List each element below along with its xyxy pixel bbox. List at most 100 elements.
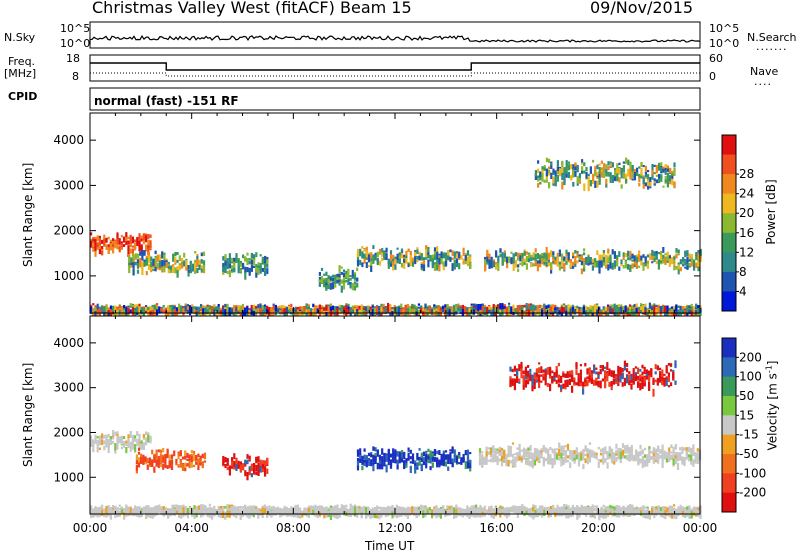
scatter-cell <box>451 257 454 261</box>
scatter-cell <box>649 253 652 258</box>
scatter-cell <box>670 454 673 459</box>
scatter-cell <box>155 449 158 456</box>
scatter-cell <box>356 305 359 312</box>
scatter-cell <box>543 167 546 171</box>
scatter-cell <box>667 385 670 388</box>
scatter-cell <box>158 508 161 513</box>
scatter-cell <box>506 256 509 265</box>
scatter-cell <box>314 307 317 314</box>
scatter-cell <box>616 168 619 175</box>
scatter-cell <box>365 455 368 461</box>
scatter-cell <box>180 257 184 263</box>
scatter-cell <box>427 259 430 268</box>
scatter-cell <box>131 248 134 253</box>
scatter-cell <box>222 456 225 462</box>
scatter-cell <box>627 250 630 257</box>
scatter-cell <box>125 306 128 312</box>
scatter-cell <box>523 261 526 265</box>
scatter-cell <box>127 438 130 446</box>
scatter-cell <box>620 304 623 307</box>
scatter-cell <box>554 181 557 187</box>
scatter-cell <box>603 163 606 171</box>
scatter-cell <box>403 460 406 464</box>
scatter-cell <box>173 305 176 309</box>
scatter-cell <box>558 261 561 265</box>
scatter-cell <box>128 260 131 268</box>
scatter-cell <box>532 306 535 311</box>
scatter-cell <box>404 305 407 313</box>
scatter-cell <box>568 370 571 375</box>
scatter-cell <box>185 260 188 268</box>
scatter-cell <box>149 307 152 316</box>
scatter-cell <box>131 236 134 244</box>
scatter-cell <box>686 265 689 270</box>
scatter-cell <box>683 457 686 461</box>
scatter-cell <box>370 252 373 259</box>
scatter-cell <box>431 457 434 462</box>
scatter-cell <box>374 255 377 261</box>
scatter-cell <box>582 306 585 315</box>
scatter-cell <box>305 309 308 314</box>
scatter-cell <box>420 455 423 463</box>
scatter-cell <box>665 451 669 455</box>
scatter-cell <box>334 511 337 519</box>
scatter-cell <box>551 458 554 463</box>
scatter-cell <box>174 267 177 274</box>
scatter-cell <box>644 306 647 311</box>
scatter-cell <box>641 381 644 389</box>
scatter-cell <box>90 240 93 248</box>
scatter-cell <box>651 173 654 180</box>
scatter-cell <box>242 254 245 259</box>
scatter-cell <box>617 369 620 375</box>
scatter-cell <box>158 259 162 268</box>
scatter-cell <box>369 306 372 310</box>
scatter-cell <box>159 449 163 454</box>
scatter-cell <box>105 438 108 445</box>
scatter-cell <box>447 249 450 256</box>
scatter-cell <box>669 181 672 185</box>
scatter-cell <box>557 362 560 367</box>
scatter-cell <box>648 458 651 463</box>
scatter-cell <box>116 442 119 450</box>
scatter-cell <box>196 268 199 273</box>
scatter-cell <box>478 448 482 455</box>
scatter-cell <box>200 252 203 257</box>
scatter-cell <box>540 366 543 374</box>
scatter-cell <box>576 260 579 264</box>
scatter-cell <box>387 258 390 265</box>
scatter-cell <box>620 168 623 173</box>
freq-frame <box>89 54 701 82</box>
scatter-cell <box>527 377 530 385</box>
scatter-cell <box>427 448 430 452</box>
scatter-cell <box>597 381 600 388</box>
scatter-cell <box>98 440 101 446</box>
scatter-cell <box>233 261 236 268</box>
scatter-cell <box>147 234 150 239</box>
scatter-cell <box>409 467 412 473</box>
scatter-cell <box>356 249 360 258</box>
scatter-cell <box>571 385 574 393</box>
scatter-cell <box>532 252 535 258</box>
scatter-cell <box>332 506 335 513</box>
scatter-cell <box>383 251 386 257</box>
scatter-cell <box>618 177 621 183</box>
scatter-cell <box>151 304 154 308</box>
scatter-cell <box>142 233 145 240</box>
scatter-cell <box>598 260 601 268</box>
scatter-cell <box>488 305 491 310</box>
scatter-cell <box>628 380 631 386</box>
scatter-cell <box>571 307 574 310</box>
scatter-cell <box>90 232 93 236</box>
scatter-cell <box>206 309 209 313</box>
scatter-cell <box>495 264 498 270</box>
scatter-cell <box>699 248 702 256</box>
scatter-cell <box>635 307 638 314</box>
scatter-cell <box>564 457 567 463</box>
scatter-cell <box>353 285 357 291</box>
scatter-cell <box>400 308 403 315</box>
scatter-cell <box>433 264 437 271</box>
scatter-cell <box>537 176 540 179</box>
scatter-cell <box>644 182 647 187</box>
scatter-cell <box>450 507 453 513</box>
scatter-cell <box>285 508 288 512</box>
